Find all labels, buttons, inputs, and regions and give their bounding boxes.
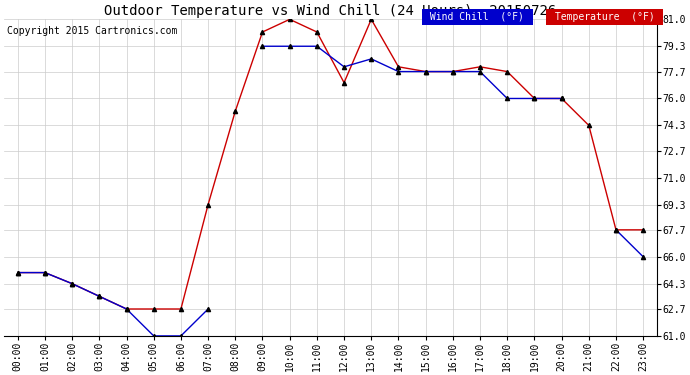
Text: Temperature  (°F): Temperature (°F) xyxy=(549,12,660,22)
Title: Outdoor Temperature vs Wind Chill (24 Hours)  20150726: Outdoor Temperature vs Wind Chill (24 Ho… xyxy=(104,4,557,18)
Text: Copyright 2015 Cartronics.com: Copyright 2015 Cartronics.com xyxy=(7,26,177,36)
Text: Wind Chill  (°F): Wind Chill (°F) xyxy=(424,12,530,22)
